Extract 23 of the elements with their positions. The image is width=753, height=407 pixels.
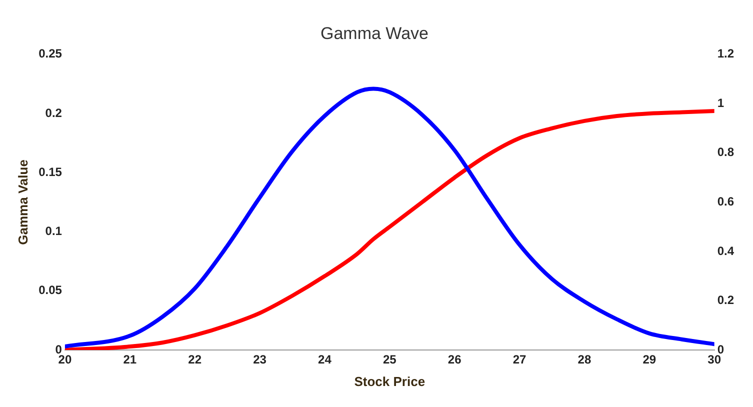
x-tick-label: 24 — [318, 352, 332, 367]
y-tick-label: 0.2 — [45, 106, 62, 120]
chart-title: Gamma Wave — [320, 24, 429, 43]
y-tick-label: 0.1 — [45, 224, 62, 238]
y2-tick-label: 1 — [717, 96, 724, 110]
y2-tick-label: 1.2 — [717, 46, 734, 61]
x-tick-label: 21 — [123, 352, 137, 367]
x-tick-label: 27 — [512, 352, 527, 367]
y-tick-label: 0.25 — [38, 46, 62, 61]
x-tick-label: 25 — [382, 352, 397, 367]
y-tick-label: 0.05 — [38, 283, 62, 298]
y2-tick-label: 0.2 — [717, 293, 734, 308]
y2-tick-label: 0.4 — [717, 244, 734, 258]
x-tick-label: 26 — [448, 352, 462, 367]
y2-tick-label: 0.8 — [717, 145, 734, 160]
x-tick-label: 23 — [253, 352, 267, 367]
y-axis-title: Gamma Value — [15, 160, 30, 245]
x-tick-label: 29 — [642, 352, 656, 367]
y2-tick-label: 0.6 — [717, 194, 734, 209]
x-tick-label: 28 — [578, 352, 592, 367]
x-tick-label: 22 — [188, 352, 202, 367]
x-axis-title: Stock Price — [354, 374, 426, 389]
y-tick-label: 0.15 — [38, 164, 62, 179]
